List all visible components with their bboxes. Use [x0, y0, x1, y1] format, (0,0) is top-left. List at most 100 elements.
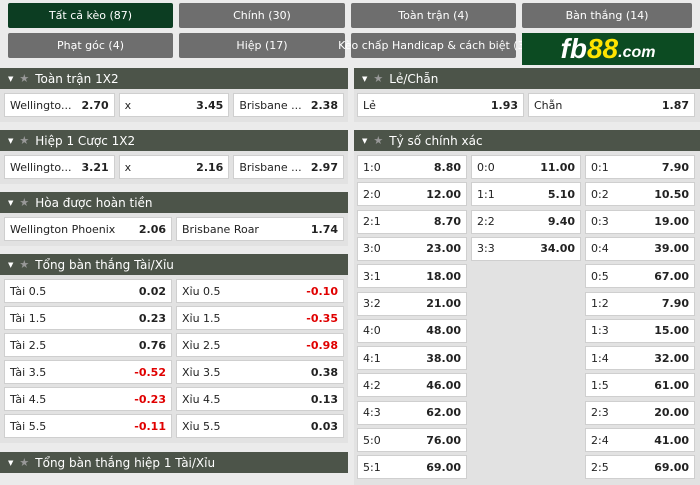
odds-value: 0.02: [138, 284, 166, 298]
odds-cell[interactable]: 1:4 32.00: [585, 346, 695, 371]
odds-cell[interactable]: Lẻ 1.93: [357, 93, 524, 117]
odds-value: 0.76: [138, 338, 166, 352]
odds-value: 18.00: [426, 269, 461, 283]
section-header[interactable]: ▼ ★ Hiệp 1 Cược 1X2: [0, 130, 348, 151]
odds-cell[interactable]: 5:1 69.00: [357, 455, 467, 480]
odds-cell[interactable]: 2:5 69.00: [585, 455, 695, 480]
tab-5[interactable]: Hiệp (17): [179, 33, 345, 58]
selection-label: Xỉu 5.5: [182, 419, 221, 433]
favorite-star-icon[interactable]: ★: [19, 72, 30, 85]
odds-value: 39.00: [654, 242, 689, 256]
selection-label: Brisbane Roar: [182, 222, 259, 236]
odds-cell[interactable]: x 3.45: [118, 93, 230, 117]
section-header[interactable]: ▼ ★ Tổng bàn thắng Tài/Xỉu: [0, 254, 348, 275]
collapse-arrow-icon[interactable]: ▼: [8, 260, 14, 269]
odds-cell[interactable]: 2:4 41.00: [585, 428, 695, 452]
tab-6[interactable]: Kèo chấp Handicap & cách biệt (3): [338, 33, 529, 58]
odds-cell[interactable]: Tài 1.5 0.23: [4, 306, 172, 330]
odds-cell[interactable]: Xỉu 5.5 0.03: [176, 414, 344, 438]
odds-cell[interactable]: 3:2 21.00: [357, 291, 467, 316]
odds-cell[interactable]: 1:0 8.80: [357, 155, 467, 179]
tab-1[interactable]: Chính (30): [179, 3, 345, 28]
odds-cell[interactable]: 2:2 9.40: [471, 209, 581, 234]
section-header[interactable]: ▼ ★ Tổng bàn thắng hiệp 1 Tài/Xỉu: [0, 452, 348, 473]
favorite-star-icon[interactable]: ★: [373, 72, 384, 85]
odds-cell[interactable]: Xỉu 2.5 -0.98: [176, 333, 344, 357]
collapse-arrow-icon[interactable]: ▼: [8, 458, 14, 467]
odds-value: 38.00: [426, 351, 461, 365]
collapse-arrow-icon[interactable]: ▼: [362, 136, 368, 145]
odds-cell[interactable]: 3:3 34.00: [471, 236, 581, 261]
odds-cell[interactable]: 2:0 12.00: [357, 182, 467, 207]
odds-cell[interactable]: 2:3 20.00: [585, 400, 695, 425]
section-title: Hòa được hoàn tiền: [35, 195, 153, 210]
odds-cell[interactable]: 0:2 10.50: [585, 182, 695, 207]
section-header[interactable]: ▼ ★ Hòa được hoàn tiền: [0, 192, 348, 213]
selection-label: Wellington Phoenix: [10, 222, 116, 236]
odds-cell[interactable]: Xỉu 0.5 -0.10: [176, 279, 344, 303]
collapse-arrow-icon[interactable]: ▼: [8, 74, 14, 83]
tab-3[interactable]: Bàn thắng (14): [522, 3, 692, 28]
odds-cell[interactable]: Brisbane ... 2.97: [233, 155, 344, 179]
favorite-star-icon[interactable]: ★: [19, 258, 30, 271]
odds-cell[interactable]: 4:2 46.00: [357, 373, 467, 398]
odds-cell[interactable]: 0:3 19.00: [585, 209, 695, 234]
odds-cell[interactable]: x 2.16: [118, 155, 230, 179]
section-header[interactable]: ▼ ★ Lẻ/Chẵn: [354, 68, 700, 89]
tab-4[interactable]: Phạt góc (4): [8, 33, 173, 58]
odds-cell[interactable]: Tài 2.5 0.76: [4, 333, 172, 357]
odds-cell[interactable]: 0:0 11.00: [471, 155, 581, 179]
odds-cell[interactable]: 0:4 39.00: [585, 236, 695, 261]
odds-value: 20.00: [654, 406, 689, 420]
odds-value: -0.35: [306, 311, 338, 325]
odds-cell[interactable]: Brisbane Roar 1.74: [176, 217, 344, 241]
odds-cell[interactable]: Wellington Phoenix 2.06: [4, 217, 172, 241]
selection-label: 1:1: [477, 187, 495, 201]
collapse-arrow-icon[interactable]: ▼: [8, 136, 14, 145]
odds-cell[interactable]: Xỉu 3.5 0.38: [176, 360, 344, 384]
selection-label: 0:0: [477, 160, 495, 174]
odds-cell[interactable]: 0:5 67.00: [585, 264, 695, 289]
selection-label: 2:5: [591, 460, 609, 474]
section-header[interactable]: ▼ ★ Tỷ số chính xác: [354, 130, 700, 151]
selection-label: 5:0: [363, 433, 381, 447]
collapse-arrow-icon[interactable]: ▼: [362, 74, 368, 83]
odds-cell[interactable]: Xỉu 1.5 -0.35: [176, 306, 344, 330]
odds-cell[interactable]: Tài 5.5 -0.11: [4, 414, 172, 438]
odds-cell[interactable]: 0:1 7.90: [585, 155, 695, 179]
odds-cell[interactable]: Chẵn 1.87: [528, 93, 695, 117]
tab-0[interactable]: Tất cả kèo (87): [8, 3, 173, 28]
odds-cell[interactable]: 1:2 7.90: [585, 291, 695, 316]
odds-cell[interactable]: Tài 4.5 -0.23: [4, 387, 172, 411]
odds-cell[interactable]: 5:0 76.00: [357, 428, 467, 452]
odds-cell[interactable]: 3:1 18.00: [357, 264, 467, 289]
odds-cell[interactable]: 3:0 23.00: [357, 236, 467, 261]
selection-label: 4:3: [363, 406, 381, 420]
tab-2[interactable]: Toàn trận (4): [351, 3, 516, 28]
favorite-star-icon[interactable]: ★: [19, 456, 30, 469]
odds-cell[interactable]: 2:1 8.70: [357, 209, 467, 234]
collapse-arrow-icon[interactable]: ▼: [8, 198, 14, 207]
odds-cell[interactable]: 4:1 38.00: [357, 346, 467, 371]
section-header[interactable]: ▼ ★ Toàn trận 1X2: [0, 68, 348, 89]
odds-cell[interactable]: Xỉu 4.5 0.13: [176, 387, 344, 411]
odds-cell[interactable]: Brisbane ... 2.38: [233, 93, 344, 117]
odds-cell[interactable]: 1:5 61.00: [585, 373, 695, 398]
odds-cell[interactable]: 1:3 15.00: [585, 318, 695, 343]
favorite-star-icon[interactable]: ★: [373, 134, 384, 147]
odds-value: 21.00: [426, 297, 461, 310]
odds-value: 32.00: [654, 351, 689, 365]
odds-cell[interactable]: Wellingto... 3.21: [4, 155, 115, 179]
odds-cell[interactable]: Tài 3.5 -0.52: [4, 360, 172, 384]
odds-value: 7.90: [661, 160, 689, 174]
fb88-logo: fb 88 .com: [522, 33, 694, 65]
odds-value: 34.00: [540, 242, 575, 256]
odds-cell[interactable]: 4:0 48.00: [357, 318, 467, 343]
odds-cell[interactable]: 1:1 5.10: [471, 182, 581, 207]
odds-cell[interactable]: Tài 0.5 0.02: [4, 279, 172, 303]
odds-cell[interactable]: Wellingto... 2.70: [4, 93, 115, 117]
odds-cell[interactable]: 4:3 62.00: [357, 400, 467, 425]
favorite-star-icon[interactable]: ★: [19, 134, 30, 147]
odds-value: 0.23: [138, 311, 166, 325]
favorite-star-icon[interactable]: ★: [19, 196, 30, 209]
